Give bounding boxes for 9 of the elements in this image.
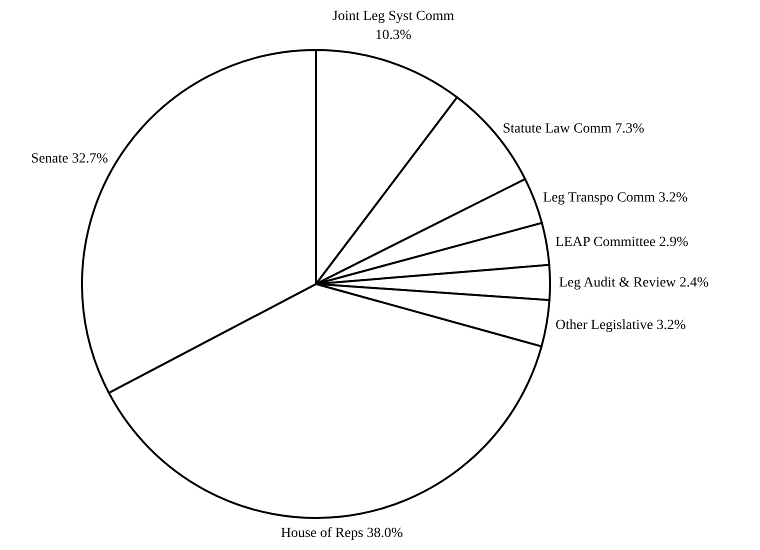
slice-label: LEAP Committee 2.9% bbox=[555, 235, 689, 250]
slice-label: Statute Law Comm 7.3% bbox=[502, 122, 645, 137]
slice-label: Leg Audit & Review 2.4% bbox=[558, 275, 710, 290]
slice-label: House of Reps 38.0% bbox=[280, 526, 404, 541]
slice-label: Joint Leg Syst Comm bbox=[332, 9, 454, 24]
data-label: 10.3% bbox=[375, 28, 412, 43]
slice-label: Other Legislative 3.2% bbox=[556, 318, 686, 334]
slice-label: Leg Transpo Comm 3.2% bbox=[543, 190, 688, 206]
slice-label: Senate 32.7% bbox=[31, 151, 108, 166]
